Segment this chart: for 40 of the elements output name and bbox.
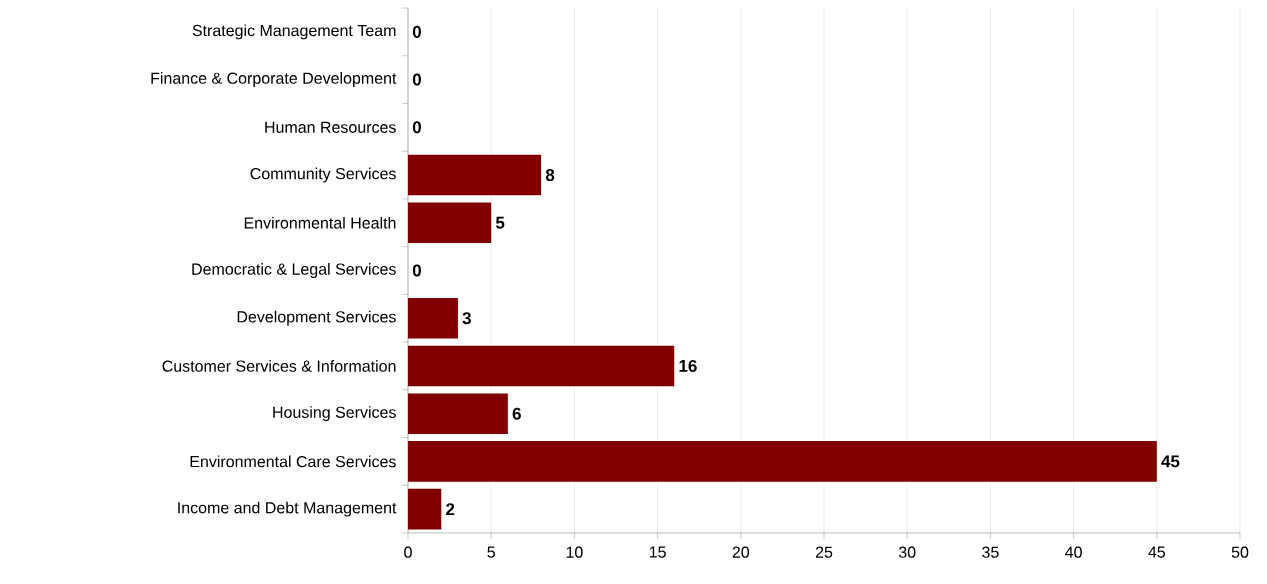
data-label: 8: [545, 169, 555, 182]
bar: [408, 297, 458, 339]
data-label: 45: [1161, 455, 1180, 468]
y-tick-label: Human Resources: [265, 121, 396, 133]
data-label: 0: [412, 25, 421, 38]
y-tick-label: Customer Services & Information: [162, 360, 396, 372]
bar: [408, 154, 542, 196]
x-tick-label: 5: [487, 546, 495, 558]
data-label: 16: [679, 359, 697, 372]
y-tick-label: Housing Services: [273, 406, 396, 422]
y-tick-label: Environmental Care Services: [190, 455, 396, 468]
data-label: 5: [495, 216, 505, 229]
data-label: 0: [412, 264, 421, 277]
x-tick-label: 35: [982, 546, 999, 558]
bar: [408, 441, 1157, 482]
x-tick-label: 50: [1231, 546, 1249, 558]
y-tick-label: Finance & Corporate Development: [151, 72, 397, 88]
y-tick-label: Environmental Health: [244, 216, 396, 229]
bar: [408, 345, 675, 387]
y-tick-label: Community Services: [250, 167, 396, 183]
bar: [408, 393, 508, 434]
data-label: 0: [412, 73, 421, 86]
data-label: 0: [412, 121, 421, 134]
x-tick-label: 25: [815, 546, 833, 558]
x-tick-label: 10: [566, 546, 583, 558]
y-tick-label: Democratic & Legal Services: [192, 263, 396, 278]
data-label: 2: [446, 503, 455, 516]
x-tick-label: 15: [649, 546, 666, 558]
x-tick-label: 45: [1148, 546, 1166, 558]
y-tick-label: Development Services: [237, 310, 396, 326]
bar: [408, 202, 492, 244]
bar: [408, 488, 442, 530]
x-tick-label: 20: [732, 546, 750, 558]
data-label: 6: [512, 407, 521, 420]
x-tick-label: 40: [1065, 546, 1082, 558]
y-tick-label: Income and Debt Management: [178, 501, 397, 517]
data-label: 3: [462, 312, 471, 325]
x-tick-label: 0: [404, 546, 412, 558]
y-tick-label: Strategic Management Team: [192, 24, 396, 40]
x-tick-label: 30: [898, 546, 916, 558]
